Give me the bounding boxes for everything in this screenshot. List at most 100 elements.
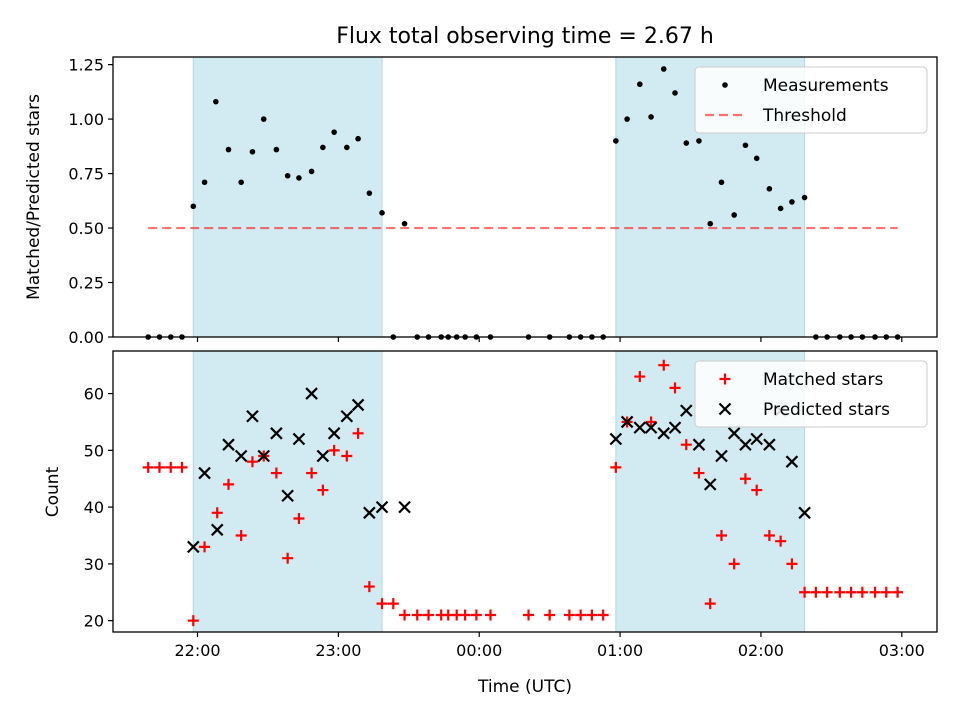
measurement-point xyxy=(213,98,219,105)
y-tick-label: 0.25 xyxy=(68,274,104,293)
matched-star-point xyxy=(763,529,775,541)
legend-entry-label: Matched stars xyxy=(763,370,883,390)
predicted-star-point xyxy=(703,478,717,491)
y-tick-label: 1.00 xyxy=(68,110,104,129)
matched-star-point xyxy=(399,609,411,621)
measurement-point xyxy=(273,146,280,153)
matched-star-point xyxy=(544,609,556,621)
legend: Measurements Threshold xyxy=(694,66,928,134)
predicted-star-point xyxy=(305,387,318,400)
measurement-point xyxy=(660,66,667,72)
matched-star-point xyxy=(423,609,435,621)
predicted-star-point xyxy=(234,449,248,463)
matched-star-point xyxy=(880,586,892,598)
matched-star-point xyxy=(153,461,165,473)
measurement-point xyxy=(766,186,773,192)
legend-entry-label: Predicted stars xyxy=(763,400,890,420)
matched-star-point xyxy=(693,467,705,479)
y-tick-label: 60 xyxy=(84,385,104,404)
matched-star-point xyxy=(387,598,399,610)
matched-star-point xyxy=(728,558,740,570)
panel-top-plot: 0.00 0.25 0.50 0.75 1.00 1.25 Measurements Thre… xyxy=(68,56,938,347)
matched-star-point xyxy=(892,586,904,598)
predicted-star-point xyxy=(609,432,623,446)
legend: Matched stars Predicted stars xyxy=(694,360,928,428)
predicted-star-point xyxy=(292,432,306,446)
matched-star-point xyxy=(586,609,598,621)
axes-frame xyxy=(112,350,938,633)
measurement-point xyxy=(636,81,643,88)
measurement-point xyxy=(742,142,749,149)
matched-star-point xyxy=(739,473,751,485)
matched-star-point xyxy=(411,609,423,621)
measurement-point xyxy=(731,212,737,218)
figure-title: Flux total observing time = 2.67 h xyxy=(336,24,714,49)
shaded-interval xyxy=(192,350,383,633)
matched-star-point xyxy=(199,541,211,553)
predicted-star-point xyxy=(715,449,728,463)
predicted-star-point xyxy=(246,410,259,423)
legend-box xyxy=(694,360,928,428)
measurement-point xyxy=(789,199,795,205)
y-axis-label-top: Matched/Predicted stars xyxy=(24,94,44,300)
legend-entry-label: Measurements xyxy=(763,76,889,96)
x-tick-label: 23:00 xyxy=(315,641,361,660)
measurement-point xyxy=(648,114,654,120)
measurement-point xyxy=(284,172,291,179)
y-tick-label: 0.50 xyxy=(68,219,104,238)
measurement-point xyxy=(379,209,385,216)
predicted-star-point xyxy=(351,398,365,412)
matched-star-point xyxy=(834,586,846,598)
matched-star-point xyxy=(575,609,587,621)
matched-star-point xyxy=(845,586,857,598)
matched-star-point xyxy=(786,558,798,570)
legend-entry-label: Threshold xyxy=(762,106,847,126)
measurement-point xyxy=(683,140,690,146)
predicted-star-point xyxy=(257,449,270,463)
matched-star-point xyxy=(142,461,154,473)
x-axis-label: Time (UTC) xyxy=(477,677,572,697)
predicted-star-point xyxy=(398,500,411,514)
x-tick-label: 00:00 xyxy=(456,641,502,660)
predicted-star-point xyxy=(727,427,741,440)
legend-measurement-swatch xyxy=(722,82,728,88)
matched-star-point xyxy=(634,371,646,383)
measurement-point xyxy=(777,205,784,212)
predicted-star-point xyxy=(210,523,224,537)
matched-star-point xyxy=(669,382,681,394)
measurement-point xyxy=(296,175,302,181)
x-tick-label: 03:00 xyxy=(879,641,925,660)
y-tick-label: 50 xyxy=(84,441,104,460)
x-tick-label: 22:00 xyxy=(174,641,220,660)
measurement-point xyxy=(225,146,232,153)
matched-star-point xyxy=(165,461,177,473)
y-tick-label: 20 xyxy=(84,612,104,631)
measurement-point xyxy=(238,179,244,186)
measurement-point xyxy=(344,144,350,151)
y-tick-label: 30 xyxy=(84,555,104,574)
matched-star-point xyxy=(459,609,471,621)
legend-matched-swatch xyxy=(719,373,731,385)
matched-star-point xyxy=(211,507,223,519)
predicted-star-point xyxy=(363,506,376,520)
predicted-star-point xyxy=(222,438,235,451)
legend-box xyxy=(694,66,928,134)
predicted-star-point xyxy=(692,438,706,451)
measurement-point xyxy=(801,194,808,201)
measurement-point xyxy=(718,179,725,186)
measurement-point xyxy=(320,144,326,151)
measurement-point xyxy=(401,220,408,227)
measurement-point xyxy=(260,116,267,122)
predicted-star-point xyxy=(375,500,389,514)
predicted-star-point xyxy=(798,506,811,520)
predicted-star-point xyxy=(316,449,330,463)
shaded-interval xyxy=(192,56,383,338)
predicted-star-point xyxy=(198,466,211,480)
matched-star-point xyxy=(856,586,868,598)
matched-star-point xyxy=(523,609,535,621)
predicted-star-point xyxy=(327,427,341,440)
y-tick-label: 40 xyxy=(84,498,104,517)
measurement-point xyxy=(613,138,619,144)
matched-star-point xyxy=(484,609,496,621)
